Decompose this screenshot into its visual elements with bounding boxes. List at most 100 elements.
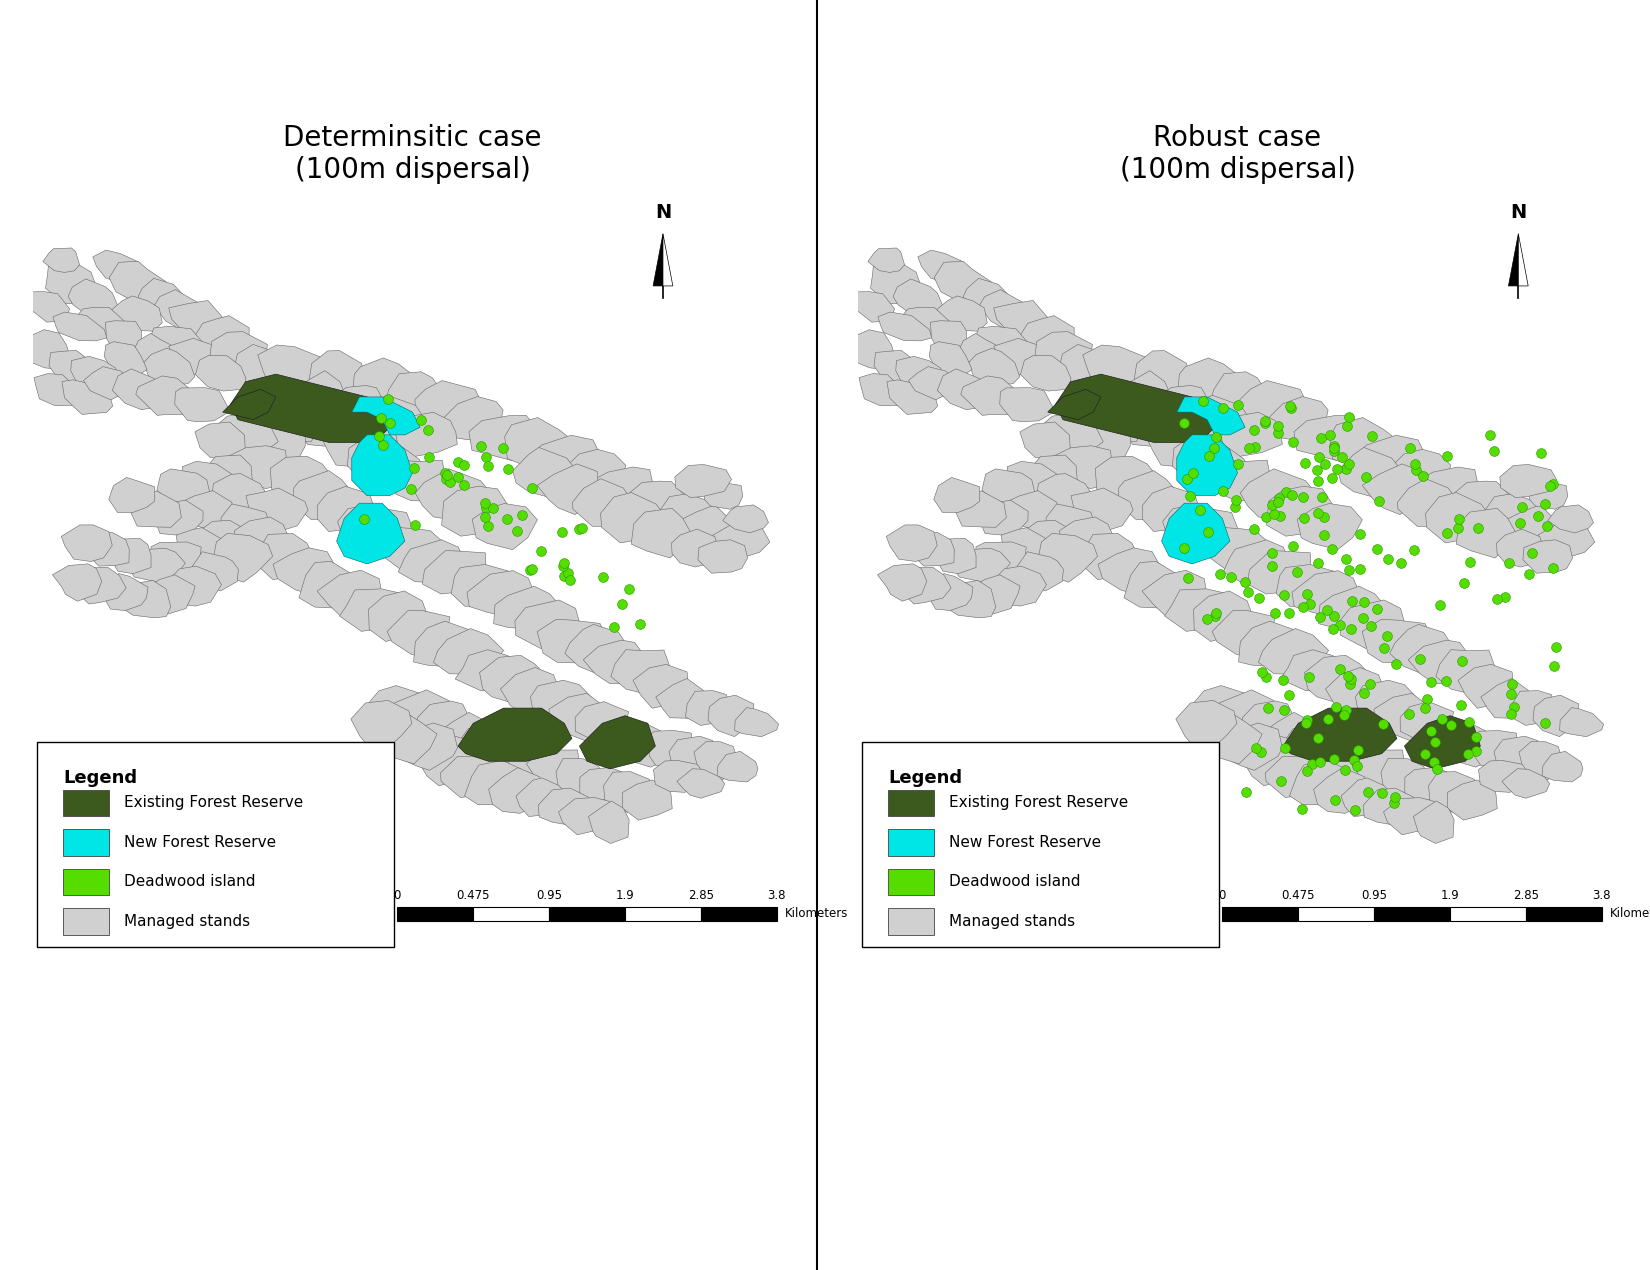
Polygon shape: [1018, 316, 1074, 354]
Polygon shape: [53, 564, 102, 601]
Polygon shape: [507, 738, 563, 780]
Polygon shape: [1134, 351, 1191, 396]
Point: [475, 456, 502, 476]
Polygon shape: [934, 478, 980, 513]
Polygon shape: [1363, 620, 1432, 663]
Polygon shape: [1404, 716, 1480, 768]
Point: [1297, 667, 1323, 687]
Point: [495, 509, 521, 530]
Polygon shape: [1200, 712, 1262, 765]
Point: [556, 570, 582, 591]
Polygon shape: [203, 455, 252, 494]
Polygon shape: [1081, 533, 1137, 579]
Polygon shape: [1071, 488, 1134, 531]
Point: [1500, 674, 1526, 695]
Polygon shape: [559, 798, 619, 834]
Point: [1462, 726, 1488, 747]
Polygon shape: [1082, 345, 1152, 390]
Point: [1310, 507, 1337, 527]
Point: [1304, 460, 1330, 480]
Point: [1533, 712, 1559, 733]
Polygon shape: [1142, 486, 1201, 532]
Polygon shape: [1307, 734, 1369, 775]
Point: [1299, 754, 1325, 775]
Polygon shape: [30, 292, 69, 323]
Polygon shape: [563, 450, 625, 493]
Point: [437, 472, 464, 493]
Point: [1356, 674, 1383, 695]
Point: [1241, 519, 1267, 540]
Point: [1193, 610, 1219, 630]
Point: [495, 458, 521, 479]
Text: 1.9: 1.9: [615, 889, 634, 903]
Polygon shape: [493, 587, 561, 629]
Text: Legend: Legend: [63, 768, 137, 787]
Point: [1327, 658, 1353, 678]
Polygon shape: [602, 723, 652, 754]
Polygon shape: [723, 505, 769, 533]
Text: 0.95: 0.95: [1361, 889, 1388, 903]
Point: [1249, 662, 1275, 682]
Polygon shape: [1275, 564, 1341, 606]
Text: 0.475: 0.475: [1282, 889, 1315, 903]
Point: [1536, 476, 1563, 497]
Polygon shape: [1059, 344, 1115, 386]
Polygon shape: [505, 418, 568, 465]
Polygon shape: [317, 486, 376, 532]
Polygon shape: [375, 527, 444, 573]
Polygon shape: [1444, 481, 1518, 526]
Point: [1388, 552, 1414, 573]
Point: [1190, 390, 1216, 410]
Polygon shape: [1536, 525, 1596, 558]
Point: [1224, 395, 1251, 415]
Polygon shape: [106, 574, 148, 611]
Polygon shape: [1388, 450, 1450, 493]
Polygon shape: [1097, 547, 1165, 594]
Point: [1308, 428, 1335, 448]
Polygon shape: [155, 290, 214, 334]
Polygon shape: [1502, 768, 1549, 799]
Polygon shape: [1330, 418, 1393, 465]
Point: [1353, 467, 1379, 488]
Polygon shape: [130, 491, 182, 527]
Point: [1371, 638, 1398, 658]
Point: [551, 566, 578, 587]
Polygon shape: [937, 296, 987, 331]
Point: [609, 593, 635, 613]
Polygon shape: [970, 575, 1020, 613]
FancyBboxPatch shape: [861, 742, 1218, 947]
Polygon shape: [610, 650, 672, 693]
Point: [472, 507, 498, 527]
Title: Robust case
(100m dispersal): Robust case (100m dispersal): [1120, 123, 1355, 184]
Point: [416, 419, 442, 439]
Polygon shape: [912, 532, 954, 566]
Polygon shape: [655, 494, 718, 541]
Bar: [1374, 907, 1450, 921]
Polygon shape: [348, 436, 404, 480]
Point: [1422, 733, 1449, 753]
Polygon shape: [634, 664, 688, 709]
Point: [1322, 696, 1348, 716]
Point: [432, 462, 459, 483]
Text: 0.95: 0.95: [536, 889, 563, 903]
Point: [516, 560, 543, 580]
Polygon shape: [1341, 779, 1396, 817]
Polygon shape: [1436, 650, 1497, 693]
Polygon shape: [1427, 723, 1477, 754]
Polygon shape: [1543, 752, 1582, 782]
Polygon shape: [1426, 493, 1493, 542]
Point: [1528, 443, 1554, 464]
Polygon shape: [878, 564, 927, 601]
Point: [1455, 744, 1482, 765]
Polygon shape: [337, 503, 404, 564]
Bar: [1450, 907, 1526, 921]
Polygon shape: [68, 279, 119, 316]
Polygon shape: [1292, 570, 1360, 618]
Polygon shape: [582, 640, 652, 683]
Polygon shape: [632, 508, 690, 558]
Polygon shape: [71, 357, 119, 391]
Text: 1.9: 1.9: [1440, 889, 1459, 903]
Polygon shape: [1186, 509, 1241, 555]
Polygon shape: [874, 351, 917, 385]
Point: [627, 613, 653, 634]
